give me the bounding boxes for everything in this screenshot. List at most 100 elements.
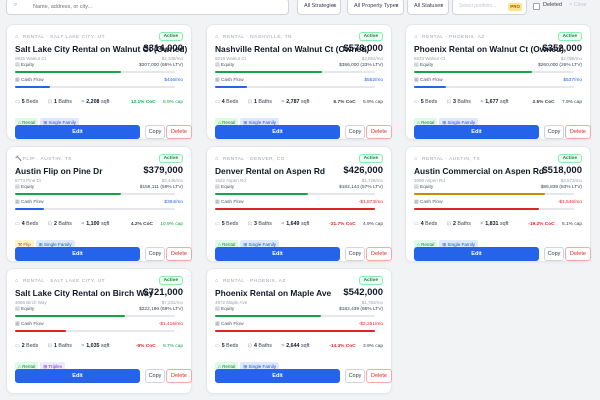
cash-flow-value: $394/mo bbox=[164, 200, 183, 205]
property-card[interactable]: ⌂ RENTAL · PHOENIX, AZ Active Phoenix Ren… bbox=[206, 268, 392, 394]
property-card[interactable]: ⌂ RENTAL · DENVER, CO Active Denver Renta… bbox=[206, 146, 392, 262]
equity-bar-fill bbox=[15, 193, 121, 195]
tag: ⌂ Rental bbox=[414, 240, 438, 249]
equity-value: $207,000 (66% LTV) bbox=[139, 63, 183, 68]
portfolio-placeholder: Select portfolio... bbox=[459, 3, 497, 9]
copy-button[interactable]: Copy bbox=[145, 247, 165, 261]
edit-button[interactable]: Edit bbox=[15, 125, 140, 139]
area-icon: ⌗ bbox=[281, 99, 285, 105]
status-badge: Active bbox=[158, 32, 183, 41]
cash-flow-bar-fill bbox=[15, 86, 51, 88]
coc-value: 12.1% CoC bbox=[130, 100, 156, 105]
cap-rate-value: 5.9% cap bbox=[362, 100, 383, 105]
cash-flow-icon: ▦ bbox=[15, 78, 20, 83]
copy-button[interactable]: Copy bbox=[345, 125, 365, 139]
tag: ⚒ Flip bbox=[15, 240, 34, 249]
property-stats: ▭ 5 Beds ⊡ 3 Baths ⌗ 1,649 sqft bbox=[215, 221, 310, 227]
property-card[interactable]: ⌂ RENTAL · SALT LAKE CITY, UT Active Salt… bbox=[6, 268, 192, 394]
edit-button[interactable]: Edit bbox=[215, 125, 340, 139]
property-type-select-value: All Property Types bbox=[354, 3, 399, 9]
return-metrics: 4.2% CoC 10.9% cap bbox=[131, 222, 183, 227]
cash-flow-label: ▦ Cash Flow bbox=[15, 78, 44, 83]
copy-button[interactable]: Copy bbox=[345, 247, 365, 261]
bed-icon: ▭ bbox=[15, 343, 20, 349]
delete-button[interactable]: Delete bbox=[166, 369, 192, 383]
deleted-label[interactable]: Deleted bbox=[543, 2, 562, 8]
property-card[interactable]: ⌂ RENTAL · PHOENIX, AZ Active Phoenix Ren… bbox=[405, 24, 591, 140]
status-select[interactable]: All Statuses ▾ bbox=[407, 0, 449, 15]
edit-button[interactable]: Edit bbox=[215, 247, 340, 261]
tag: ⊞ Single Family bbox=[439, 118, 479, 127]
property-title[interactable]: Phoenix Rental on Walnut Ct (Owned) bbox=[414, 44, 564, 54]
property-type-select[interactable]: All Property Types ▾ bbox=[347, 0, 404, 15]
bed-icon: ▭ bbox=[15, 221, 20, 227]
delete-button[interactable]: Delete bbox=[166, 247, 192, 261]
edit-button[interactable]: Edit bbox=[215, 369, 340, 383]
property-card[interactable]: 🔨FLIP · AUSTIN, TX Active Austin Flip on… bbox=[6, 146, 192, 262]
cash-flow-bar-fill bbox=[215, 86, 247, 88]
strategy-select[interactable]: All Strategies ▾ bbox=[297, 0, 341, 15]
pro-badge: PRO bbox=[508, 3, 522, 11]
property-title[interactable]: Austin Commercial on Aspen Rd bbox=[414, 166, 544, 176]
chevron-down-icon: ▾ bbox=[332, 3, 335, 9]
equity-icon: ▤ bbox=[215, 185, 220, 190]
search-input[interactable] bbox=[6, 0, 289, 15]
property-title[interactable]: Denver Rental on Aspen Rd bbox=[215, 166, 325, 176]
monthly-rent: $3,573/mo bbox=[560, 178, 582, 183]
tag-icon: ⌂ bbox=[417, 120, 420, 125]
equity-value: $182,439 (66% LTV) bbox=[339, 307, 383, 312]
area-icon: ⌗ bbox=[81, 99, 85, 105]
area-icon: ⌗ bbox=[480, 221, 484, 227]
delete-button[interactable]: Delete bbox=[366, 247, 392, 261]
equity-icon: ▤ bbox=[215, 307, 220, 312]
copy-button[interactable]: Copy bbox=[544, 247, 564, 261]
property-title[interactable]: Austin Flip on Pine Dr bbox=[15, 166, 103, 176]
cash-flow-icon: ▦ bbox=[15, 322, 20, 327]
property-title[interactable]: Salt Lake City Rental on Walnut Ct (Owne… bbox=[15, 44, 188, 54]
copy-button[interactable]: Copy bbox=[345, 369, 365, 383]
cap-rate-value: 7.9% cap bbox=[561, 100, 582, 105]
delete-button[interactable]: Delete bbox=[565, 247, 591, 261]
property-stats: ▭ 4 Beds ⊡ 2 Baths ⌗ 1,831 sqft bbox=[414, 221, 509, 227]
tag: ⊞ Single Family bbox=[240, 240, 280, 249]
cap-rate-value: 8.9% cap bbox=[162, 100, 183, 105]
return-metrics: -19.2% CoC 6.1% cap bbox=[528, 222, 582, 227]
copy-button[interactable]: Copy bbox=[145, 369, 165, 383]
area-icon: ⌗ bbox=[480, 99, 484, 105]
cash-flow-bar-fill bbox=[414, 208, 539, 210]
property-title[interactable]: Phoenix Rental on Maple Ave bbox=[215, 288, 332, 298]
deleted-checkbox[interactable] bbox=[533, 3, 540, 10]
edit-button[interactable]: Edit bbox=[414, 247, 539, 261]
equity-label: ▤ Equity bbox=[414, 63, 434, 68]
copy-button[interactable]: Copy bbox=[145, 125, 165, 139]
tag-icon: ⊞ bbox=[442, 242, 447, 247]
tag-list: ⚒ Flip ⊞ Single Family bbox=[15, 233, 77, 251]
coc-value: 6.7% CoC bbox=[333, 100, 356, 105]
property-card[interactable]: ⌂ RENTAL · AUSTIN, TX Active Austin Comme… bbox=[405, 146, 591, 262]
return-metrics: -21.7% CoC 4.9% cap bbox=[329, 222, 383, 227]
home-icon: ⌂ bbox=[414, 34, 418, 40]
edit-button[interactable]: Edit bbox=[414, 125, 539, 139]
property-card[interactable]: ⌂ RENTAL · SALT LAKE CITY, UT Active Salt… bbox=[6, 24, 192, 140]
cash-flow-bar bbox=[15, 330, 175, 332]
tag-icon: ⊞ bbox=[442, 120, 447, 125]
delete-button[interactable]: Delete bbox=[366, 125, 392, 139]
clear-filters-button[interactable]: × Clear bbox=[569, 2, 587, 8]
home-icon: ⌂ bbox=[15, 278, 19, 284]
edit-button[interactable]: Edit bbox=[15, 247, 140, 261]
portfolio-select[interactable]: Select portfolio... PRO bbox=[452, 0, 527, 15]
copy-button[interactable]: Copy bbox=[544, 125, 564, 139]
property-title[interactable]: Salt Lake City Rental on Birch Way bbox=[15, 288, 154, 298]
equity-icon: ▤ bbox=[15, 63, 20, 68]
property-card[interactable]: ⌂ RENTAL · NASHVILLE, TN Active Nashville… bbox=[206, 24, 392, 140]
status-select-value: All Statuses bbox=[414, 3, 444, 9]
delete-button[interactable]: Delete bbox=[366, 369, 392, 383]
property-title[interactable]: Nashville Rental on Walnut Ct (Owned) bbox=[215, 44, 370, 54]
edit-button[interactable]: Edit bbox=[15, 369, 140, 383]
delete-button[interactable]: Delete bbox=[166, 125, 192, 139]
delete-button[interactable]: Delete bbox=[565, 125, 591, 139]
return-metrics: -9% CoC 8.7% cap bbox=[136, 344, 183, 349]
bed-icon: ▭ bbox=[15, 99, 20, 105]
coc-value: 4.2% CoC bbox=[130, 222, 153, 227]
property-address: 4972 Maple Ave bbox=[215, 300, 248, 305]
